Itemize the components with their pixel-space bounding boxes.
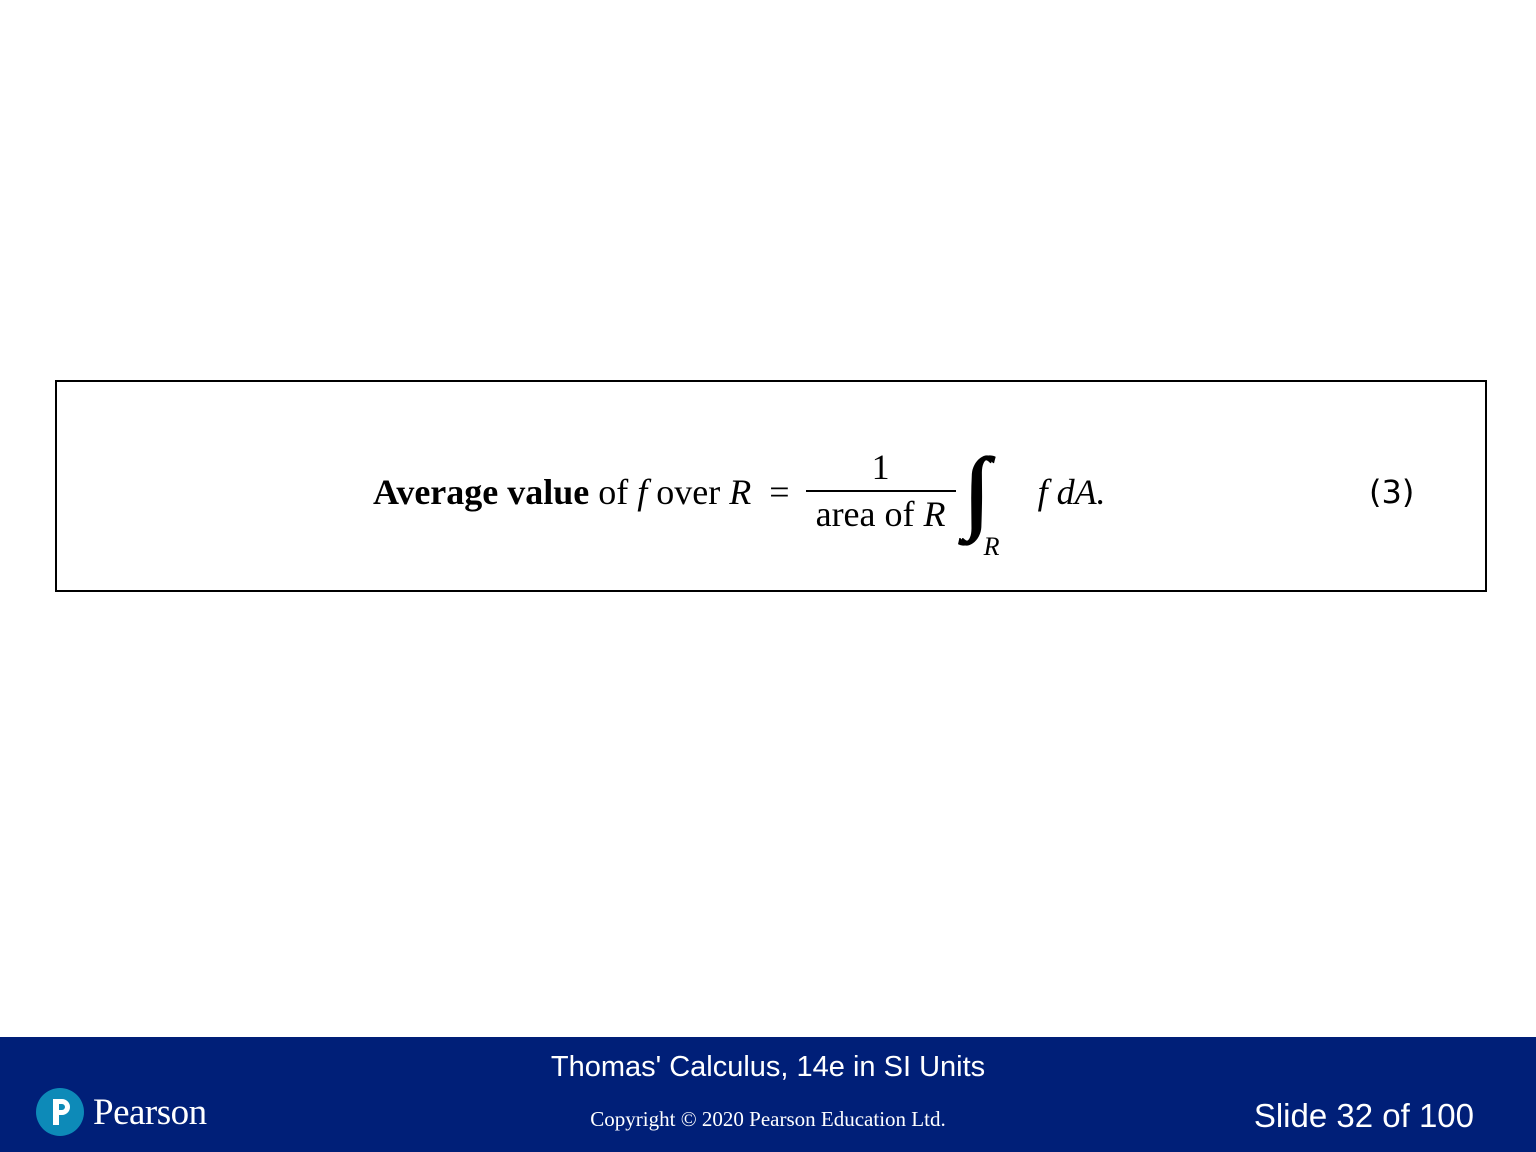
slide-number: Slide 32 of 100 — [1253, 1097, 1474, 1134]
book-title: Thomas' Calculus, 14e in SI Units — [550, 1051, 986, 1083]
formula-fraction: 1 area of R — [805, 447, 956, 534]
formula-integrand: f dA. — [1037, 472, 1106, 512]
formula-equals: = — [769, 472, 790, 512]
formula-label-of: of — [589, 472, 638, 512]
formula-lhs: Average value of f over R — [373, 471, 751, 513]
formula-label-bold: Average value — [373, 472, 590, 512]
equation-number: (3) — [1369, 473, 1415, 511]
integral-subscript: R — [983, 532, 1000, 561]
fraction-denominator: area of R — [815, 494, 946, 534]
formula-label-R: R — [729, 472, 752, 512]
double-integral: ∫∫ R — [962, 440, 1034, 570]
formula-label-over: over — [647, 472, 730, 512]
fraction-numerator: 1 — [871, 447, 890, 487]
footer-bar: Pearson Thomas' Calculus, 14e in SI Unit… — [0, 1037, 1536, 1152]
average-value-formula: Average value of f over R = 1 area of R … — [373, 440, 1106, 570]
pearson-logo: Pearson — [35, 1087, 207, 1137]
copyright-text: Copyright © 2020 Pearson Education Ltd. — [590, 1107, 946, 1131]
formula-label-f: f — [637, 472, 648, 512]
formula-box: Average value of f over R = 1 area of R … — [55, 380, 1487, 592]
pearson-logo-icon — [36, 1088, 84, 1136]
fraction-bar — [805, 490, 956, 492]
pearson-logo-text: Pearson — [93, 1091, 207, 1133]
